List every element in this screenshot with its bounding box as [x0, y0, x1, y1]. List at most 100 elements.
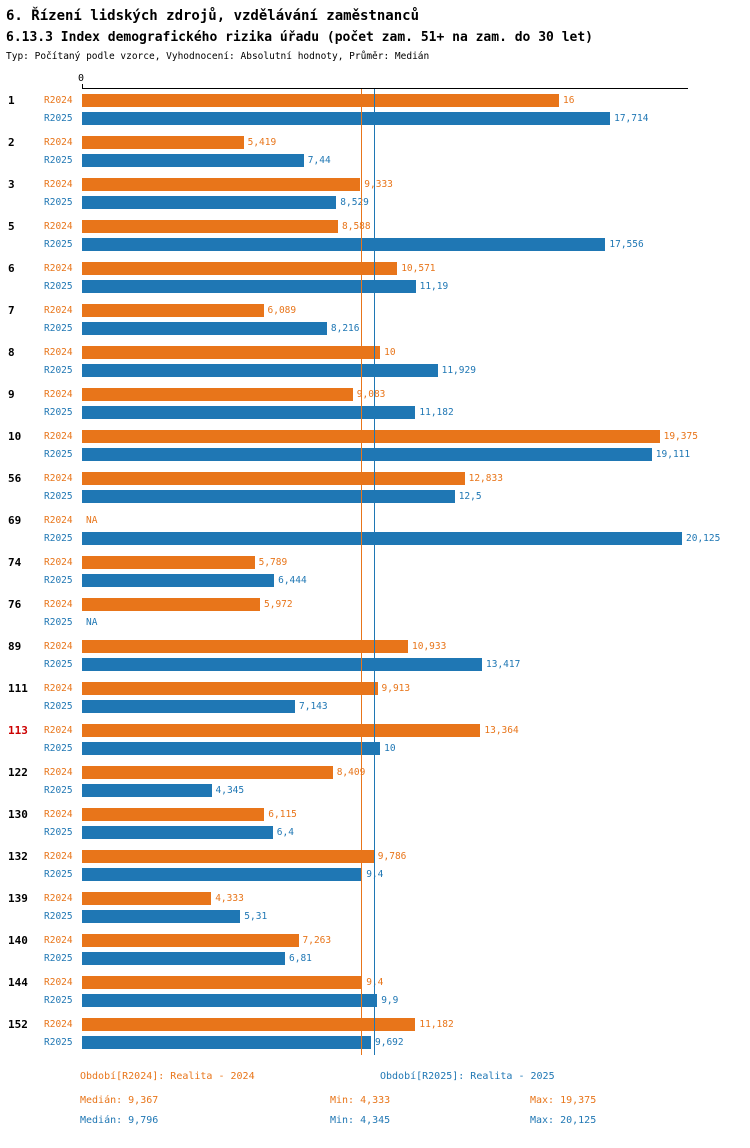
page-header: 6. Řízení lidských zdrojů, vzdělávání za… — [0, 0, 750, 62]
chart-row-group: 10 R2024 19,375 R2025 19,111 — [0, 425, 750, 467]
bar-row-r2025: R2025 6,4 — [0, 826, 750, 839]
bar-track: 7,44 — [82, 154, 710, 167]
bar — [82, 472, 465, 485]
stat-median-r2025: Medián: 9,796 — [80, 1115, 159, 1126]
bar — [82, 178, 361, 191]
bar-value-label: 9,913 — [381, 683, 411, 694]
bar-row-r2025: R2025 7,44 — [0, 154, 750, 167]
bar-value-label: NA — [86, 515, 98, 526]
series-label: R2024 — [44, 473, 73, 484]
chart-row-group: 113 R2024 13,364 R2025 10 — [0, 719, 750, 761]
bar-value-label: 9,333 — [364, 179, 393, 190]
row-id-label: 140 — [8, 934, 28, 947]
bar-track: 9,4 — [82, 868, 710, 881]
row-id-label: 56 — [8, 472, 22, 485]
series-label: R2025 — [44, 617, 73, 628]
chart-row-group: 122 R2024 8,409 R2025 4,345 — [0, 761, 750, 803]
bar-track: 8,529 — [82, 196, 710, 209]
row-id-label: 6 — [8, 262, 15, 275]
chart-row-group: 5 R2024 8,588 R2025 17,556 — [0, 215, 750, 257]
bar — [82, 388, 353, 401]
bar-value-label: 6,81 — [289, 953, 312, 964]
median-line-r2024 — [361, 89, 363, 1055]
bar-row-r2024: 113 R2024 13,364 — [0, 724, 750, 737]
bar-row-r2025: R2025 6,81 — [0, 952, 750, 965]
bar-row-r2025: R2025 11,182 — [0, 406, 750, 419]
bar-track: 11,19 — [82, 280, 710, 293]
row-id-label: 122 — [8, 766, 28, 779]
chart-row-group: 130 R2024 6,115 R2025 6,4 — [0, 803, 750, 845]
bar-track: 4,345 — [82, 784, 710, 797]
bar-value-label: 9,786 — [377, 851, 407, 862]
chart-row-group: 74 R2024 5,789 R2025 6,444 — [0, 551, 750, 593]
bar-row-r2024: 130 R2024 6,115 — [0, 808, 750, 821]
row-id-label: 89 — [8, 640, 22, 653]
stat-min-r2024: Min: 4,333 — [330, 1095, 391, 1106]
chart-row-group: 132 R2024 9,786 R2025 9,4 — [0, 845, 750, 887]
bar-track: 7,263 — [82, 934, 710, 947]
bar-value-label: 13,364 — [484, 725, 519, 736]
series-label: R2024 — [44, 305, 73, 316]
row-id-label: 9 — [8, 388, 15, 401]
bar-row-r2024: 8 R2024 10 — [0, 346, 750, 359]
stats-row-r2025: Medián: 9,796 Min: 4,345 Max: 20,125 — [0, 1115, 750, 1126]
row-id-label: 113 — [8, 724, 28, 737]
series-label: R2025 — [44, 1037, 73, 1048]
row-id-label: 132 — [8, 850, 28, 863]
bar-track: 16 — [82, 94, 710, 107]
series-label: R2024 — [44, 977, 73, 988]
bar — [82, 136, 244, 149]
series-label: R2024 — [44, 95, 73, 106]
bar-track: 17,714 — [82, 112, 710, 125]
series-label: R2025 — [44, 953, 73, 964]
bar — [82, 448, 652, 461]
axis-tick — [82, 84, 83, 89]
bar-track: 5,31 — [82, 910, 710, 923]
bar-value-label: 12,833 — [468, 473, 503, 484]
chart-row-group: 69 R2024 NA R2025 20,125 — [0, 509, 750, 551]
bar-track: 11,182 — [82, 1018, 710, 1031]
bar — [82, 994, 378, 1007]
bar-row-r2024: 6 R2024 10,571 — [0, 262, 750, 275]
chart-row-group: 7 R2024 6,089 R2025 8,216 — [0, 299, 750, 341]
series-label: R2025 — [44, 869, 73, 880]
bar — [82, 868, 363, 881]
row-id-label: 3 — [8, 178, 15, 191]
bar-value-label: 11,929 — [441, 365, 476, 376]
bar-row-r2025: R2025 17,714 — [0, 112, 750, 125]
bar-value-label: 17,556 — [609, 239, 644, 250]
chart-row-group: 111 R2024 9,913 R2025 7,143 — [0, 677, 750, 719]
series-label: R2024 — [44, 641, 73, 652]
legend-r2024: Období[R2024]: Realita - 2024 — [80, 1071, 255, 1082]
chart-row-group: 139 R2024 4,333 R2025 5,31 — [0, 887, 750, 929]
bar-value-label: 10,571 — [401, 263, 436, 274]
bar-value-label: 19,375 — [663, 431, 698, 442]
chart-row-group: 6 R2024 10,571 R2025 11,19 — [0, 257, 750, 299]
bar — [82, 490, 455, 503]
bar — [82, 220, 338, 233]
series-label: R2024 — [44, 725, 73, 736]
bar — [82, 1036, 371, 1049]
bar-track: 9,083 — [82, 388, 710, 401]
bar-row-r2024: 76 R2024 5,972 — [0, 598, 750, 611]
bar — [82, 532, 682, 545]
bar — [82, 430, 660, 443]
bar-track: 20,125 — [82, 532, 720, 545]
bar — [82, 154, 304, 167]
stat-min-r2025: Min: 4,345 — [330, 1115, 391, 1126]
bar-track: 17,556 — [82, 238, 710, 251]
bar-value-label: 4,345 — [215, 785, 245, 796]
legend-r2025: Období[R2025]: Realita - 2025 — [380, 1071, 555, 1082]
bar-value-label: 6,115 — [268, 809, 297, 820]
row-id-label: 74 — [8, 556, 22, 569]
bar-value-label: 5,31 — [244, 911, 268, 922]
bar — [82, 850, 374, 863]
bar — [82, 682, 378, 695]
series-label: R2025 — [44, 113, 73, 124]
row-id-label: 144 — [8, 976, 28, 989]
bar-track: 12,833 — [82, 472, 710, 485]
bar-track: 9,786 — [82, 850, 710, 863]
bar-track: 6,81 — [82, 952, 710, 965]
bar — [82, 196, 337, 209]
series-label: R2024 — [44, 431, 73, 442]
